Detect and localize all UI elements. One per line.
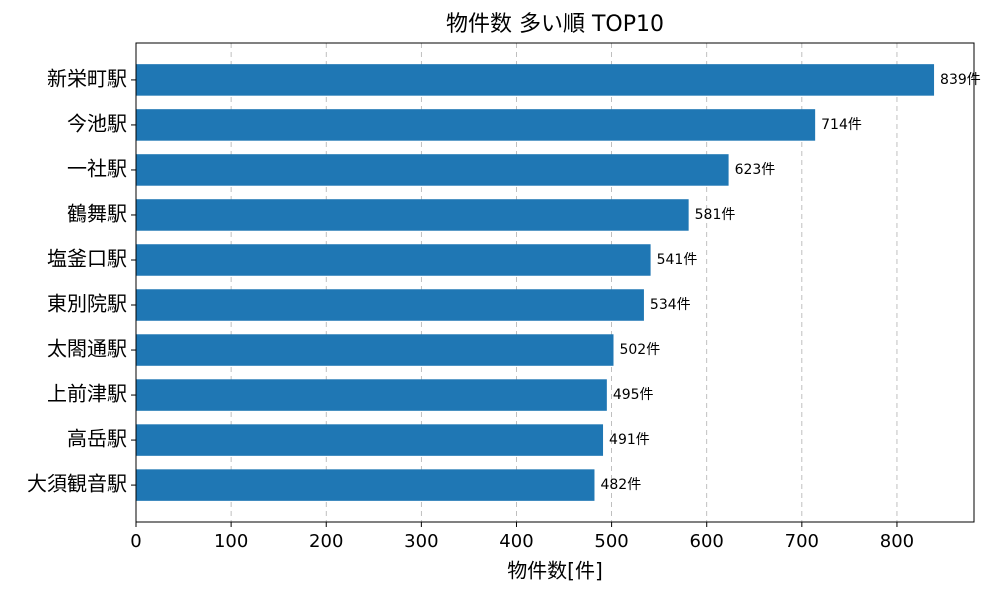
y-tick-label: 今池駅 [67,111,127,135]
y-tick-label: 太閤通駅 [47,337,127,361]
bar [136,64,935,96]
value-label: 714件 [821,117,862,133]
bar [136,469,595,501]
y-tick-label: 新栄町駅 [47,66,127,90]
value-label: 502件 [619,342,660,358]
bar [136,244,651,276]
value-label: 495件 [613,387,654,403]
chart-title: 物件数 多い順 TOP10 [446,12,664,37]
x-tick-label: 0 [130,531,141,552]
value-label: 534件 [650,297,691,313]
bar [136,109,816,141]
bar [136,154,729,186]
x-tick-label: 400 [499,531,533,552]
x-tick-label: 100 [214,531,248,552]
value-label: 491件 [609,432,650,448]
x-tick-label: 300 [404,531,438,552]
y-tick-label: 大須観音駅 [27,472,127,496]
x-axis-label: 物件数[件] [507,559,603,583]
x-tick-label: 800 [880,531,914,552]
plot-frame [135,42,975,523]
bar [136,379,607,411]
x-tick-label: 500 [594,531,628,552]
y-tick-label: 東別院駅 [47,292,127,316]
x-tick-label: 200 [309,531,343,552]
value-label: 482件 [600,477,641,493]
x-tick-label: 700 [785,531,819,552]
bar [136,424,604,456]
value-label: 839件 [940,72,981,88]
y-tick-label: 一社駅 [67,156,127,180]
value-label: 623件 [735,162,776,178]
value-label: 541件 [657,252,698,268]
x-tick-label: 600 [690,531,724,552]
y-tick-label: 高岳駅 [67,427,127,451]
bar [136,289,644,321]
y-tick-label: 上前津駅 [47,382,127,406]
y-tick-label: 塩釜口駅 [47,246,127,270]
bar [136,334,614,366]
value-label: 581件 [695,207,736,223]
bar [136,199,689,231]
y-tick-label: 鶴舞駅 [67,201,127,225]
